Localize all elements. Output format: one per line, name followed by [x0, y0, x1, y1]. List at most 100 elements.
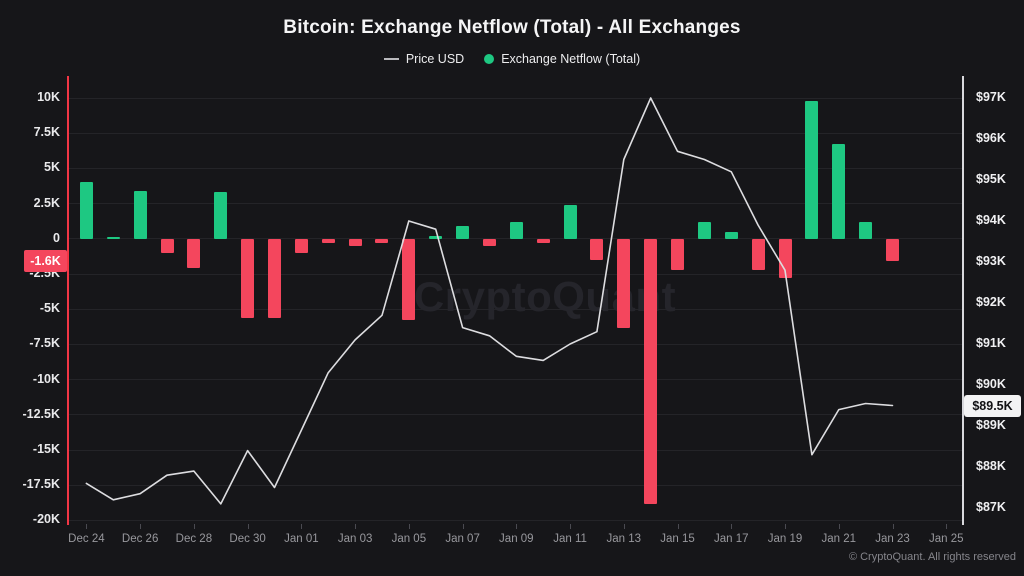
- x-axis-label: Jan 07: [445, 533, 480, 545]
- netflow-bar: [859, 221, 873, 239]
- netflow-bar: [832, 144, 846, 239]
- x-axis-tick: [462, 524, 464, 529]
- grid-line: [68, 379, 962, 381]
- netflow-bar: [402, 238, 416, 321]
- netflow-bar: [133, 190, 147, 239]
- x-axis-tick: [86, 524, 88, 529]
- grid-line: [68, 414, 962, 416]
- legend-label: Exchange Netflow (Total): [501, 52, 641, 66]
- chart-title: Bitcoin: Exchange Netflow (Total) - All …: [283, 17, 741, 38]
- netflow-bar: [671, 238, 685, 270]
- netflow-bar: [214, 192, 228, 239]
- x-axis-label: Dec 28: [175, 533, 213, 545]
- x-axis-tick: [677, 524, 679, 529]
- y-axis-label-right: $96K: [976, 131, 1006, 145]
- left-axis-line: [67, 76, 69, 525]
- x-axis-label: Jan 17: [714, 533, 749, 545]
- y-axis-label-left: 2.5K: [33, 195, 60, 210]
- watermark: CryptoQuant: [413, 273, 677, 320]
- netflow-bar: [886, 238, 899, 262]
- netflow-value-badge: -1.6K: [24, 250, 67, 273]
- x-axis-label: Jan 19: [767, 533, 803, 545]
- x-axis-label: Jan 03: [337, 533, 373, 545]
- x-axis-label: Jan 11: [553, 533, 587, 545]
- x-axis-label: Jan 09: [499, 533, 534, 545]
- chart-legend: Price USD Exchange Netflow (Total): [0, 50, 1024, 68]
- y-axis-label-right: $94K: [976, 213, 1006, 227]
- y-axis-label-left: 7.5K: [33, 125, 60, 140]
- x-axis-tick: [193, 524, 195, 529]
- y-axis-label-left: -17.5K: [22, 477, 60, 492]
- grid-line: [68, 203, 962, 205]
- y-axis-label-left: -15K: [32, 442, 60, 456]
- y-axis-label-left: -20K: [32, 512, 60, 527]
- x-axis-label: Jan 21: [821, 533, 857, 545]
- netflow-bar: [267, 238, 281, 318]
- grid-line: [68, 167, 962, 169]
- y-axis-label-left: -12.5K: [22, 406, 60, 421]
- x-axis-tick: [247, 524, 249, 529]
- x-axis-tick: [946, 524, 948, 529]
- x-axis-label: Dec 30: [229, 533, 266, 545]
- x-axis-tick: [301, 524, 303, 529]
- netflow-bar: [241, 238, 255, 318]
- x-axis-label: Jan 01: [284, 533, 319, 545]
- netflow-bar: [429, 235, 443, 239]
- x-axis-tick: [731, 524, 733, 529]
- netflow-bar: [456, 226, 470, 239]
- x-axis-tick: [892, 524, 894, 529]
- netflow-bar: [778, 238, 792, 279]
- netflow-bar: [375, 238, 389, 244]
- netflow-bar: [187, 238, 201, 269]
- grid-line: [68, 343, 962, 345]
- y-axis-label-left: -7.5K: [29, 336, 60, 351]
- netflow-bar: [563, 205, 577, 239]
- x-axis-tick: [623, 524, 625, 529]
- price-line-swatch-icon: [383, 58, 399, 60]
- y-axis-label-right: $91K: [976, 336, 1006, 350]
- y-axis-label-right: $93K: [976, 254, 1006, 268]
- y-axis-label-right: $89K: [976, 418, 1006, 432]
- netflow-bar: [751, 238, 765, 270]
- y-axis-label-left: -5K: [39, 301, 60, 316]
- x-axis-tick: [355, 524, 357, 529]
- x-axis-label: Jan 25: [928, 533, 964, 545]
- y-axis-label-left: 10K: [37, 90, 60, 104]
- y-axis-label-right: $97K: [976, 90, 1006, 104]
- y-axis-label-left: 5K: [44, 160, 60, 175]
- netflow-bar: [617, 238, 631, 328]
- x-axis-tick: [838, 524, 840, 529]
- y-axis-label-left: 0: [53, 230, 60, 245]
- netflow-bar: [321, 238, 335, 244]
- y-axis-label-right: $95K: [976, 172, 1006, 186]
- netflow-bar: [805, 100, 819, 239]
- netflow-bar: [536, 238, 550, 244]
- x-axis-tick: [140, 524, 142, 529]
- x-axis-tick: [570, 524, 572, 529]
- grid-line: [68, 449, 962, 451]
- copyright-footer: © CryptoQuant. All rights reserved: [848, 551, 1016, 563]
- y-axis-label-right: $88K: [976, 459, 1006, 473]
- x-axis-tick: [785, 524, 787, 529]
- y-axis-label-right: $92K: [976, 295, 1006, 309]
- netflow-bar: [644, 238, 658, 504]
- legend-label: Price USD: [405, 52, 465, 66]
- right-axis-line: [962, 76, 964, 525]
- netflow-bar: [724, 231, 738, 239]
- y-axis-label-right: $90K: [976, 377, 1006, 391]
- grid-line: [68, 519, 962, 521]
- x-axis-tick: [516, 524, 518, 529]
- grid-line: [68, 97, 962, 99]
- legend-item-price-usd[interactable]: Price USD: [383, 52, 465, 66]
- netflow-dot-swatch-icon: [484, 54, 495, 64]
- y-axis-label-right: $87K: [976, 500, 1006, 514]
- netflow-bar: [482, 238, 496, 246]
- legend-item-exchange-netflow[interactable]: Exchange Netflow (Total): [484, 52, 640, 66]
- netflow-bar: [509, 221, 523, 239]
- netflow-bar: [106, 237, 120, 239]
- x-axis-label: Jan 05: [391, 533, 427, 545]
- price-value-badge: $89.5K: [964, 394, 1021, 417]
- x-axis-label: Jan 15: [660, 533, 695, 545]
